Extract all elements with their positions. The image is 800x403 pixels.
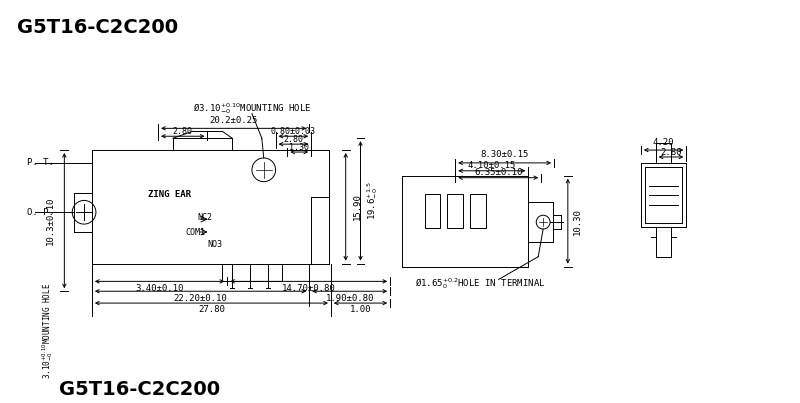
Text: 14.70±0.80: 14.70±0.80 [282, 284, 335, 293]
Text: 27.80: 27.80 [198, 305, 225, 314]
Text: 2.80: 2.80 [283, 135, 303, 144]
Text: 22.20±0.10: 22.20±0.10 [174, 294, 227, 303]
Bar [447, 193, 463, 228]
Text: P. T.: P. T. [27, 158, 54, 167]
Text: 2.80: 2.80 [660, 147, 682, 156]
Text: 4.10±0.15: 4.10±0.15 [468, 161, 516, 170]
Text: 20.2±0.25: 20.2±0.25 [210, 116, 258, 125]
Bar [425, 193, 441, 228]
Text: NO3: NO3 [207, 240, 222, 249]
Text: G5T16-C2C200: G5T16-C2C200 [59, 380, 221, 399]
Text: 6.35±0.10: 6.35±0.10 [474, 168, 522, 177]
Text: 2.80: 2.80 [173, 127, 193, 136]
Text: 19.6$^{+1.5}_{-0}$: 19.6$^{+1.5}_{-0}$ [365, 182, 380, 220]
Text: COM1: COM1 [186, 228, 206, 237]
Text: 1.30: 1.30 [290, 143, 310, 152]
Text: O. P.: O. P. [27, 208, 54, 217]
Text: 0.80±0.03: 0.80±0.03 [271, 127, 316, 136]
Text: 10.3±0.10: 10.3±0.10 [46, 196, 55, 245]
Text: ZING EAR: ZING EAR [148, 190, 191, 199]
Text: 3.40±0.10: 3.40±0.10 [135, 284, 184, 293]
Text: G5T16-C2C200: G5T16-C2C200 [17, 18, 178, 37]
Text: 1.90±0.80: 1.90±0.80 [326, 294, 374, 303]
Text: 15.90: 15.90 [353, 193, 362, 220]
Bar [470, 193, 486, 228]
Text: 1.00: 1.00 [350, 305, 371, 314]
Text: 4.20: 4.20 [653, 138, 674, 147]
Text: 8.30±0.15: 8.30±0.15 [481, 150, 529, 160]
Text: 10.30: 10.30 [574, 208, 582, 235]
Text: NC2: NC2 [198, 213, 213, 222]
Text: Ø3.10$^{+0.10}_{-0}$MOUNTING HOLE: Ø3.10$^{+0.10}_{-0}$MOUNTING HOLE [193, 101, 311, 116]
Text: Ø1.65$^{+0.2}_{0}$HOLE IN TERMINAL: Ø1.65$^{+0.2}_{0}$HOLE IN TERMINAL [415, 276, 546, 291]
Text: 3.10$^{+0.10}_{-0}$MOUNTING HOLE: 3.10$^{+0.10}_{-0}$MOUNTING HOLE [40, 283, 54, 379]
